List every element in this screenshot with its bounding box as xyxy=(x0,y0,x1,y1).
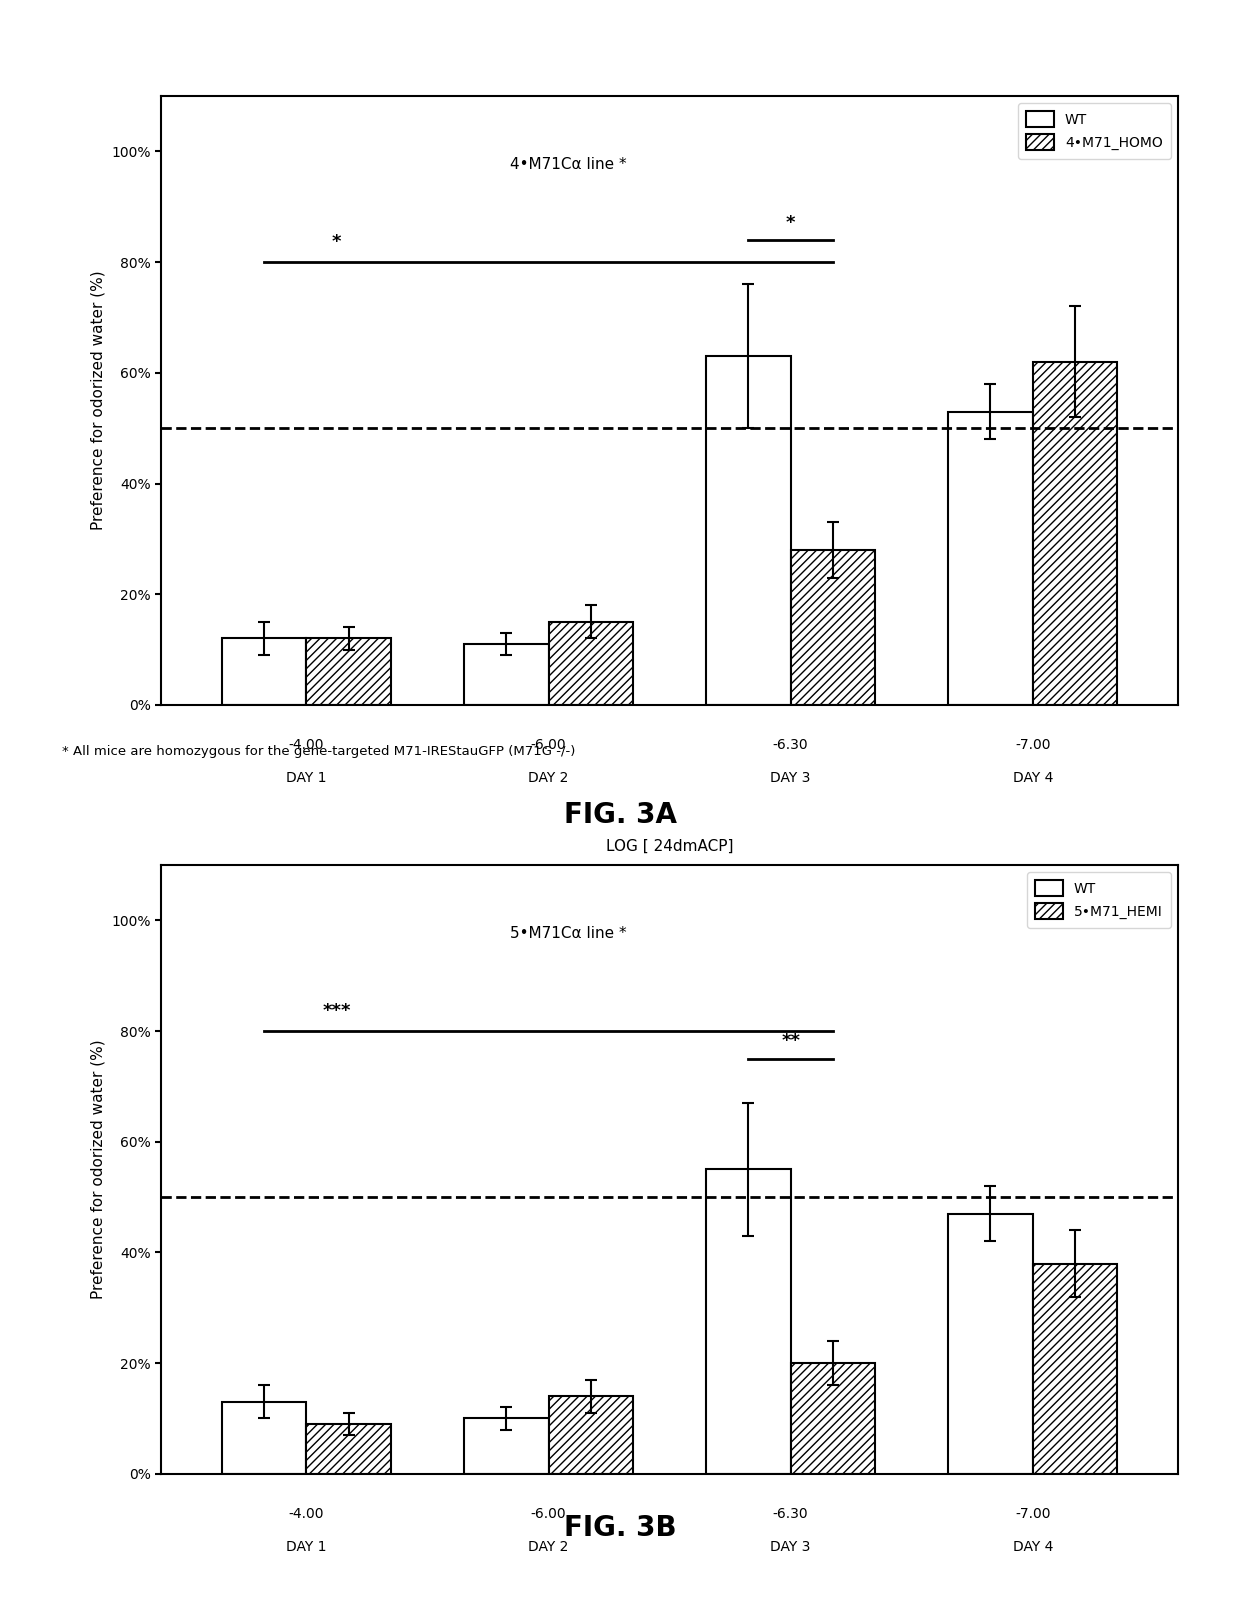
Text: DAY 4: DAY 4 xyxy=(1013,1540,1053,1554)
Y-axis label: Preference for odorized water (%): Preference for odorized water (%) xyxy=(91,271,105,530)
Bar xyxy=(706,1169,791,1474)
Bar xyxy=(949,412,1033,705)
Text: FIG. 3A: FIG. 3A xyxy=(563,801,677,828)
Text: *: * xyxy=(332,232,341,252)
Bar xyxy=(1033,1264,1117,1474)
Text: -6.30: -6.30 xyxy=(773,739,808,751)
Bar xyxy=(306,639,391,705)
Text: -4.00: -4.00 xyxy=(289,739,324,751)
Text: *: * xyxy=(786,213,795,232)
Bar xyxy=(791,549,875,705)
Bar xyxy=(548,1397,634,1474)
Text: DAY 1: DAY 1 xyxy=(286,771,326,785)
Text: DAY 4: DAY 4 xyxy=(1013,771,1053,785)
Text: LOG [ 24dmACP]: LOG [ 24dmACP] xyxy=(606,839,733,854)
Text: 4•M71Cα line *: 4•M71Cα line * xyxy=(510,157,626,171)
Text: -7.00: -7.00 xyxy=(1016,1507,1050,1520)
Text: 5•M71Cα line *: 5•M71Cα line * xyxy=(510,926,626,940)
Text: DAY 1: DAY 1 xyxy=(286,1540,326,1554)
Text: * All mice are homozygous for the gene-targeted M71-IREStauGFP (M71G -/-): * All mice are homozygous for the gene-t… xyxy=(62,745,575,758)
Text: -4.00: -4.00 xyxy=(289,1507,324,1520)
Bar xyxy=(222,639,306,705)
Legend: WT, 5•M71_HEMI: WT, 5•M71_HEMI xyxy=(1027,871,1171,928)
Bar xyxy=(548,622,634,705)
Text: DAY 2: DAY 2 xyxy=(528,1540,569,1554)
Y-axis label: Preference for odorized water (%): Preference for odorized water (%) xyxy=(91,1040,105,1299)
Text: DAY 3: DAY 3 xyxy=(770,771,811,785)
Text: -7.00: -7.00 xyxy=(1016,739,1050,751)
Text: -6.30: -6.30 xyxy=(773,1507,808,1520)
Text: DAY 3: DAY 3 xyxy=(770,1540,811,1554)
Text: -6.00: -6.00 xyxy=(531,739,567,751)
Bar xyxy=(706,356,791,705)
Text: ***: *** xyxy=(322,1001,351,1020)
Bar xyxy=(222,1402,306,1474)
Text: FIG. 3B: FIG. 3B xyxy=(564,1514,676,1541)
Bar xyxy=(464,1418,548,1474)
Text: **: ** xyxy=(781,1032,800,1051)
Legend: WT, 4•M71_HOMO: WT, 4•M71_HOMO xyxy=(1018,103,1171,159)
Bar xyxy=(464,644,548,705)
Bar xyxy=(1033,362,1117,705)
Text: -6.00: -6.00 xyxy=(531,1507,567,1520)
Bar xyxy=(306,1424,391,1474)
Bar xyxy=(791,1363,875,1474)
Text: DAY 2: DAY 2 xyxy=(528,771,569,785)
Bar xyxy=(949,1214,1033,1474)
